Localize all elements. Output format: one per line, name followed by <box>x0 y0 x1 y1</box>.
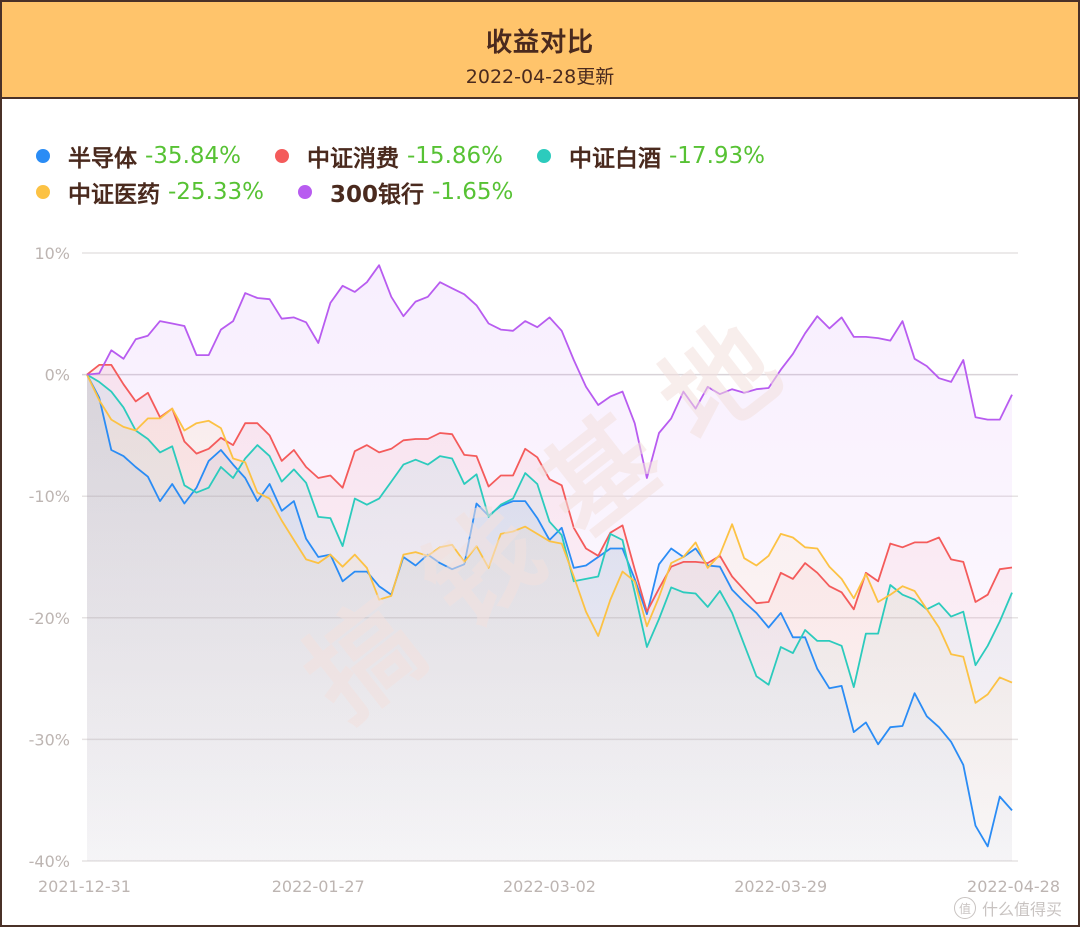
legend-name: 中证白酒 <box>569 146 661 172</box>
series-line[interactable] <box>86 373 1013 688</box>
legend-value: -17.93% <box>669 143 765 169</box>
series-line[interactable] <box>86 374 1013 704</box>
x-tick-label: 2022-03-02 <box>503 877 596 896</box>
legend-dot-icon <box>36 185 50 199</box>
x-tick-label: 2022-03-29 <box>734 877 827 896</box>
chart-header: 收益对比 2022-04-28更新 <box>2 2 1078 99</box>
legend-item-consumer[interactable]: 中证消费 -15.86% <box>275 139 503 173</box>
legend-item-medicine[interactable]: 中证医药 -25.33% <box>36 175 264 209</box>
y-tick-label: -30% <box>29 730 70 749</box>
y-tick-label: -20% <box>29 609 70 628</box>
legend-name: 中证消费 <box>307 146 399 172</box>
legend: 半导体 -35.84% 中证消费 -15.86% 中证白酒 -17.93% 中证… <box>36 138 936 210</box>
y-tick-label: 10% <box>34 244 70 263</box>
legend-row-2: 中证医药 -25.33% 300银行 -1.65% <box>36 174 936 210</box>
x-axis-labels: 2021-12-31 2022-01-27 2022-03-02 2022-03-29… <box>38 877 1060 896</box>
legend-dot-icon <box>275 149 289 163</box>
x-tick-label: 2021-12-31 <box>38 877 131 896</box>
y-tick-label: -10% <box>29 487 70 506</box>
legend-name: 半导体 <box>68 146 137 172</box>
legend-row-1: 半导体 -35.84% 中证消费 -15.86% 中证白酒 -17.93% <box>36 138 936 174</box>
legend-name: 中证医药 <box>68 182 160 208</box>
legend-value: -35.84% <box>145 143 241 169</box>
y-tick-label: 0% <box>45 366 70 385</box>
legend-dot-icon <box>36 149 50 163</box>
chart-title: 收益对比 <box>485 28 594 58</box>
update-date: 2022-04-28更新 <box>465 66 615 88</box>
zhi-badge-icon: 值 <box>954 897 976 919</box>
series-line[interactable] <box>86 264 1013 479</box>
series-line[interactable] <box>86 363 1013 613</box>
legend-name: 300银行 <box>330 182 425 208</box>
x-tick-label: 2022-01-27 <box>272 877 365 896</box>
site-logo: 值 什么值得买 <box>954 896 1062 920</box>
legend-item-liquor[interactable]: 中证白酒 -17.93% <box>537 139 765 173</box>
legend-dot-icon <box>537 149 551 163</box>
series-area <box>87 265 1012 861</box>
legend-value: -15.86% <box>407 143 503 169</box>
legend-value: -1.65% <box>432 179 514 205</box>
logo-text: 什么值得买 <box>982 900 1063 919</box>
x-tick-label: 2022-04-28 <box>967 877 1060 896</box>
legend-value: -25.33% <box>168 179 264 205</box>
legend-dot-icon <box>298 185 312 199</box>
series-line[interactable] <box>86 374 1013 848</box>
y-axis-labels: 10% 0% -10% -20% -30% -40% <box>29 244 70 871</box>
legend-item-bank[interactable]: 300银行 -1.65% <box>298 175 513 209</box>
y-tick-label: -40% <box>29 852 70 871</box>
series-lines <box>86 264 1013 848</box>
series-areas <box>87 265 1012 861</box>
legend-item-semiconductor[interactable]: 半导体 -35.84% <box>36 139 241 173</box>
